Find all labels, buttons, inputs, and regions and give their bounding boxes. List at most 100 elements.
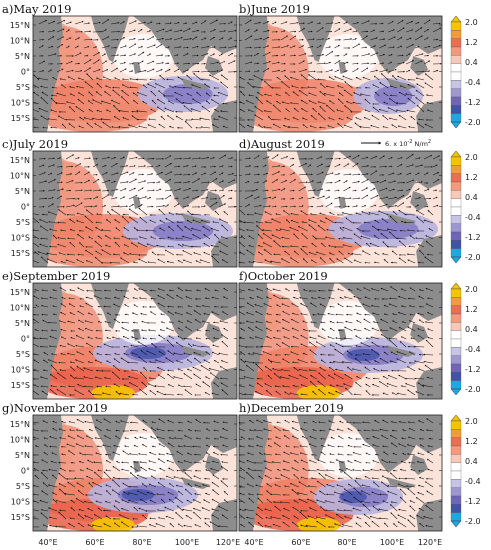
colorbar-segment [450, 429, 462, 438]
lat-label: 10°N [10, 304, 30, 313]
colorbar-segment [450, 206, 462, 216]
colorbar-tick-label: 2.0 [465, 417, 478, 426]
colorbar-segment [450, 30, 462, 39]
colorbar-tick-label: 0.4 [465, 58, 478, 67]
colorbar: 2.0 1.2 0.4 -0.4 -1.2 -2.0 [450, 282, 481, 396]
panel-title-g: g)November 2019 [2, 401, 108, 415]
map-panel-december [238, 414, 443, 532]
lat-label: 10°S [11, 234, 30, 243]
colorbar-tick-label: 0.4 [465, 457, 478, 466]
lat-label: 15°N [10, 288, 30, 297]
panel-title-d: d)August 2019 [239, 137, 325, 151]
lat-label: 5°S [16, 482, 30, 491]
colorbar-tick-label: 2.0 [465, 18, 478, 27]
lat-label: 0° [21, 335, 30, 344]
lon-label: 80°E [132, 538, 151, 547]
map-panel-october [238, 282, 443, 400]
colorbar-tick-label: 1.2 [465, 38, 478, 47]
colorbar-segment [450, 231, 462, 241]
colorbar-segment [450, 288, 462, 298]
longitude-labels-left: 40°E 60°E 80°E 100°E 120°E [38, 538, 240, 547]
colorbar-tick-label: -2.0 [465, 385, 481, 394]
colorbar-segment [450, 504, 462, 513]
colorbar-tick-label: 2.0 [465, 153, 478, 162]
lat-label: 15°S [11, 114, 30, 123]
colorbar-segment [450, 512, 462, 522]
lat-label: 5°S [16, 83, 30, 92]
colorbar-segment [450, 96, 462, 106]
colorbar-bottom-cap [450, 121, 462, 129]
lat-label: 0° [21, 467, 30, 476]
panel-title-b: b)June 2019 [239, 2, 310, 16]
lon-label: 40°E [38, 538, 57, 547]
panel-title-e: e)September 2019 [2, 269, 110, 283]
lat-label: 15°S [11, 513, 30, 522]
colorbar-tick-label: -1.2 [465, 365, 481, 374]
lat-label: 0° [21, 203, 30, 212]
colorbar-segment [450, 470, 462, 480]
colorbar-segment [450, 355, 462, 365]
colorbar-top-cap [450, 15, 462, 23]
colorbar-segment [450, 173, 462, 183]
colorbar-segment [450, 88, 462, 98]
colorbar-top-cap [450, 150, 462, 158]
lon-label: 60°E [85, 538, 104, 547]
colorbar-top-cap [450, 414, 462, 422]
map-panel-july [32, 150, 238, 268]
lat-label: 15°N [10, 21, 30, 30]
lat-label: 15°S [11, 249, 30, 258]
lon-label: 120°E [216, 538, 240, 547]
lat-label: 5°N [15, 52, 30, 61]
colorbar-tick-label: -1.2 [465, 233, 481, 242]
colorbar-segment [450, 363, 462, 373]
colorbar-segment [450, 240, 462, 249]
lat-label: 10°S [11, 498, 30, 507]
lon-label: 100°E [380, 538, 404, 547]
colorbar-segment [450, 479, 462, 488]
colorbar-tick-label: -2.0 [465, 517, 481, 526]
panel-title-c: c)July 2019 [2, 137, 68, 151]
colorbar-segment [450, 305, 462, 315]
map-panel-november [32, 414, 238, 532]
colorbar-segment [450, 445, 462, 455]
colorbar-tick-label: 1.2 [465, 305, 478, 314]
colorbar-segment [450, 420, 462, 430]
reference-vector: 6. x 10-2 N/m2 [361, 139, 431, 148]
colorbar-tick-label: 1.2 [465, 437, 478, 446]
lat-label: 5°S [16, 218, 30, 227]
colorbar-segment [450, 454, 462, 463]
colorbar-tick-label: -0.4 [465, 345, 481, 354]
colorbar-tick-label: -2.0 [465, 118, 481, 127]
lat-label: 5°S [16, 350, 30, 359]
lon-label: 40°E [244, 538, 263, 547]
colorbar-segment [450, 80, 462, 89]
colorbar-top-cap [450, 282, 462, 290]
longitude-labels-right: 40°E 60°E 80°E 100°E 120°E [244, 538, 442, 547]
colorbar-tick-label: -0.4 [465, 78, 481, 87]
colorbar-tick-label: 0.4 [465, 193, 478, 202]
colorbar-tick-label: 0.4 [465, 325, 478, 334]
lat-label: 10°N [10, 436, 30, 445]
colorbar-segment [450, 223, 462, 233]
colorbar-segment [450, 105, 462, 114]
colorbar-segment [450, 338, 462, 348]
colorbar-segment [450, 165, 462, 174]
colorbar-segment [450, 46, 462, 56]
colorbar-segment [450, 156, 462, 166]
colorbar-segment [450, 55, 462, 64]
colorbar-segment [450, 71, 462, 81]
colorbar-segment [450, 462, 462, 472]
colorbar-segment [450, 313, 462, 323]
lat-label: 15°S [11, 381, 30, 390]
lat-label: 5°N [15, 319, 30, 328]
lat-label: 15°N [10, 156, 30, 165]
lat-label: 15°N [10, 420, 30, 429]
colorbar-tick-label: -1.2 [465, 497, 481, 506]
colorbar-segment [450, 372, 462, 381]
lat-label: 10°S [11, 99, 30, 108]
colorbar-segment [450, 63, 462, 73]
colorbar-bottom-cap [450, 256, 462, 264]
map-panel-june [238, 15, 443, 133]
colorbar-tick-label: 2.0 [465, 285, 478, 294]
